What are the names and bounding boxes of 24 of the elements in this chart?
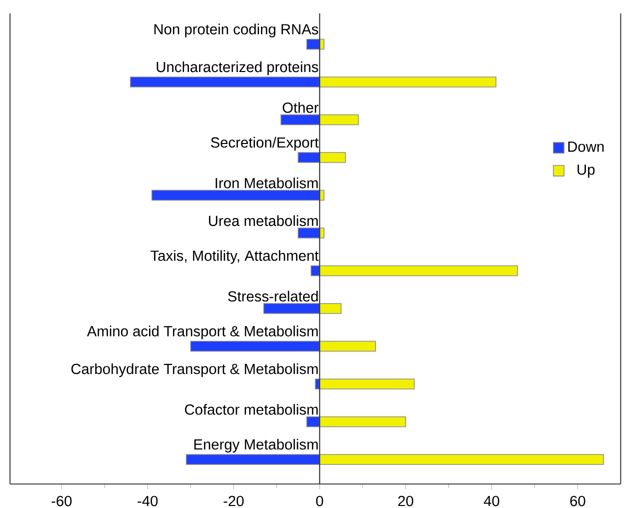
x-tick-label: 40 [484,496,500,506]
x-tick-label: -40 [138,496,158,506]
bar [319,378,415,390]
y-tick-label: Taxis, Motility, Attachment [150,250,319,264]
bar [298,228,320,238]
x-tick-label: 0 [316,496,324,506]
y-tick-label: Uncharacterized proteins [156,61,318,76]
y-tick-label: Energy Metabolism [194,438,318,453]
bar [152,190,320,201]
x-tick-label: 20 [398,496,414,506]
y-tick-label: Urea metabolism [208,215,318,226]
x-tick-label: 60 [570,496,586,506]
y-tick-label: Iron Metabolism [216,178,318,188]
y-tick-label: Other [282,102,318,113]
x-tick-label: -20 [224,496,244,506]
y-tick-label: Cofactor metabolism [184,404,318,415]
y-tick-label: Amino acid Transport & Metabolism [86,326,318,340]
y-tick-label: Stress-related [228,290,318,302]
y-tick-label: Secretion/Export [210,136,319,151]
y-tick-label: Carbohydrate Transport & Metabolism [71,363,318,378]
y-tick-label: Non protein coding RNAs [154,24,318,38]
legend-label: Down [568,142,604,152]
legend-label: Up [578,164,595,178]
x-tick-label: -60 [52,496,72,506]
